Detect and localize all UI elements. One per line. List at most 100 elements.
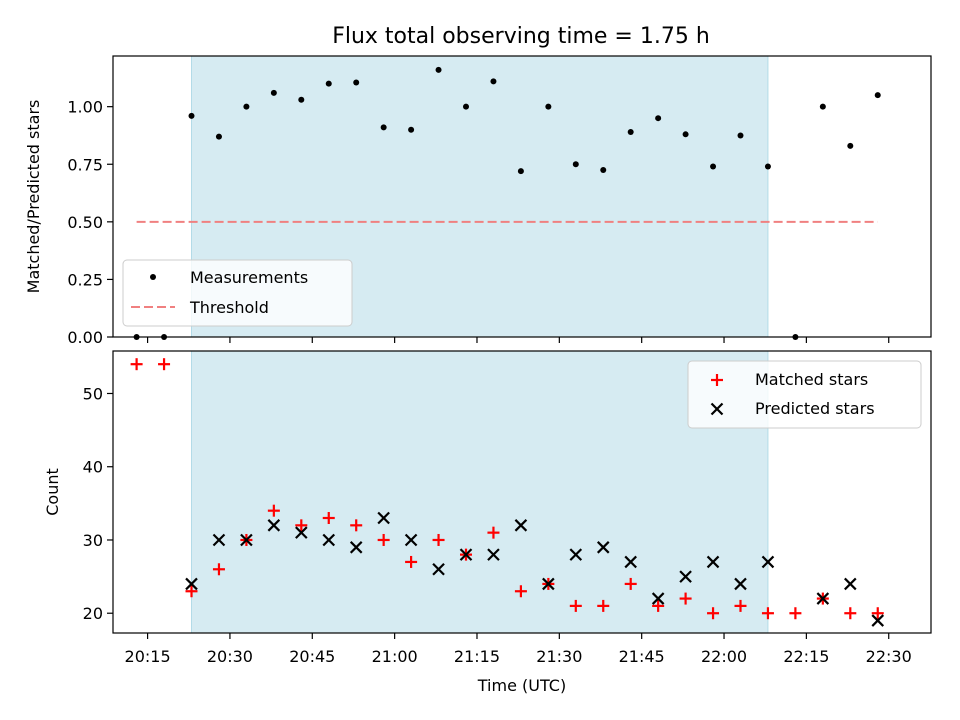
x-b bbox=[569, 548, 583, 561]
matched-star-point bbox=[569, 599, 582, 612]
predicted-star-point bbox=[322, 533, 336, 547]
measurement-point bbox=[215, 133, 222, 140]
y-tick-label-bottom: 40 bbox=[83, 458, 103, 477]
x-b bbox=[404, 533, 418, 547]
legend-measurements-label: Measurements bbox=[190, 268, 308, 287]
measurement-point bbox=[545, 103, 552, 110]
x-b bbox=[295, 526, 308, 539]
x-b bbox=[267, 519, 281, 532]
predicted-star-point bbox=[596, 541, 610, 554]
x-tick-label: 20:45 bbox=[289, 647, 335, 666]
predicted-star-point bbox=[624, 555, 637, 569]
predicted-star-point bbox=[240, 533, 253, 547]
matched-star-point bbox=[295, 519, 308, 532]
matched-star-point bbox=[158, 358, 171, 371]
x-axis-label: Time (UTC) bbox=[477, 676, 566, 695]
y-tick-label-top: 1.00 bbox=[67, 98, 103, 117]
x-tick-label: 21:00 bbox=[372, 647, 418, 666]
predicted-star-point bbox=[212, 533, 226, 547]
measurement-point bbox=[737, 132, 744, 139]
y-tick-label-bottom: 20 bbox=[83, 604, 103, 623]
predicted-star-point bbox=[651, 592, 665, 605]
legend-measurement-marker bbox=[150, 274, 156, 280]
measurement-point bbox=[710, 163, 717, 170]
measurement-point bbox=[298, 96, 305, 103]
legend-predicted-marker bbox=[710, 402, 724, 416]
predicted-star-point bbox=[459, 548, 473, 561]
measurement-point bbox=[490, 78, 497, 85]
bottom-axes-frame bbox=[112, 350, 932, 634]
x-tick-label: 20:15 bbox=[125, 647, 171, 666]
matched-star-point bbox=[212, 563, 225, 576]
measurement-point bbox=[682, 131, 689, 138]
y-tick-label-top: 0.50 bbox=[67, 213, 103, 232]
chart-title: Flux total observing time = 1.75 h bbox=[332, 24, 710, 49]
x-b bbox=[542, 577, 555, 591]
matched-star-point bbox=[405, 555, 418, 568]
predicted-star-point bbox=[185, 577, 198, 591]
x-b bbox=[240, 533, 253, 547]
predicted-star-point bbox=[734, 577, 747, 591]
measurement-point bbox=[243, 103, 250, 110]
matched-star-point bbox=[734, 599, 747, 612]
predicted-star-point bbox=[295, 526, 308, 539]
x-tick-label: 22:30 bbox=[866, 647, 912, 666]
legend-top-box bbox=[122, 259, 353, 327]
predicted-star-point bbox=[844, 577, 857, 591]
measurement-point bbox=[463, 103, 470, 110]
matched-star-point bbox=[432, 533, 445, 546]
observing-window-band bbox=[191, 350, 769, 634]
matched-star-point bbox=[267, 504, 280, 517]
legend-top: Measurements Threshold bbox=[122, 259, 353, 327]
predicted-star-point bbox=[514, 519, 528, 532]
x-b bbox=[487, 548, 500, 561]
x-b bbox=[651, 592, 665, 605]
measurement-point bbox=[764, 163, 771, 170]
x-b bbox=[432, 562, 445, 576]
matched-star-point bbox=[789, 607, 802, 620]
predicted-star-point bbox=[816, 592, 830, 605]
x-b bbox=[710, 402, 724, 416]
measurement-point bbox=[188, 112, 195, 119]
legend-predicted-label: Predicted stars bbox=[755, 399, 875, 418]
x-b bbox=[596, 541, 610, 554]
measurement-point bbox=[572, 161, 579, 168]
predicted-star-point bbox=[679, 570, 692, 583]
y-tick-label-top: 0.25 bbox=[67, 270, 103, 289]
x-tick-label: 21:15 bbox=[454, 647, 500, 666]
legend-matched-marker bbox=[711, 374, 723, 386]
predicted-star-point bbox=[267, 519, 281, 532]
x-b bbox=[624, 555, 637, 569]
matched-star-point bbox=[322, 512, 335, 525]
measurement-point bbox=[847, 142, 854, 149]
y-tick-label-top: 0.75 bbox=[67, 155, 103, 174]
measurement-point bbox=[325, 80, 332, 87]
matched-star-point bbox=[761, 607, 774, 620]
legend-bottom: Matched stars Predicted stars bbox=[687, 360, 922, 429]
legend-bottom-box bbox=[687, 360, 922, 429]
x-tick-label: 22:00 bbox=[701, 647, 747, 666]
y-tick-label-bottom: 30 bbox=[83, 531, 103, 550]
measurement-point bbox=[517, 168, 524, 175]
measurement-point bbox=[600, 167, 607, 174]
y-axis-label-top: Matched/Predicted stars bbox=[24, 100, 43, 294]
measurement-point bbox=[353, 79, 360, 86]
x-b bbox=[844, 577, 857, 591]
x-b bbox=[734, 577, 747, 591]
predicted-star-point bbox=[706, 555, 720, 569]
measurement-point bbox=[819, 103, 826, 110]
matched-star-point bbox=[679, 592, 692, 605]
x-tick-label: 21:30 bbox=[536, 647, 582, 666]
matched-star-point bbox=[707, 607, 720, 620]
y-tick-label-top: 0.00 bbox=[67, 328, 103, 347]
measurement-point bbox=[627, 129, 634, 136]
matched-star-point bbox=[652, 599, 665, 612]
x-b bbox=[514, 519, 528, 532]
predicted-star-point bbox=[349, 541, 363, 554]
matched-star-point bbox=[377, 533, 390, 546]
matched-star-point bbox=[597, 599, 610, 612]
x-b bbox=[679, 570, 692, 583]
x-b bbox=[185, 577, 198, 591]
x-b bbox=[212, 533, 226, 547]
x-b bbox=[322, 533, 336, 547]
